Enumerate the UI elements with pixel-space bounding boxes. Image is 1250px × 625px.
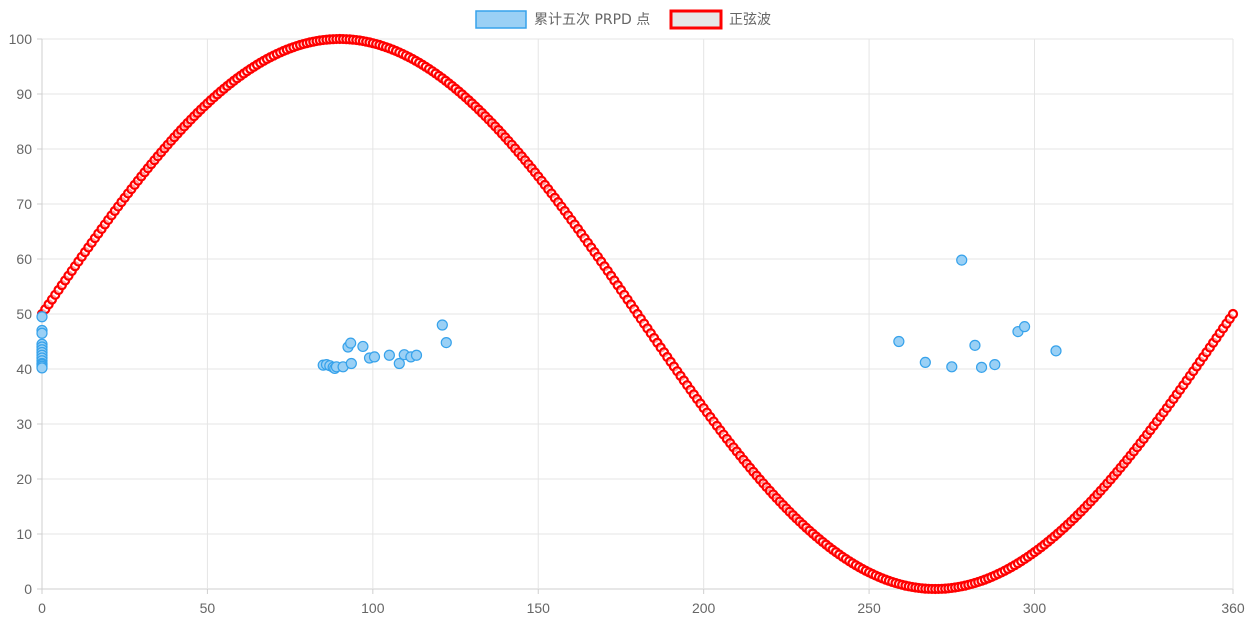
prpd-point: [345, 337, 357, 349]
legend-label-prpd: 累计五次 PRPD 点: [534, 12, 650, 28]
prpd-point: [440, 337, 452, 349]
legend-label-sine: 正弦波: [729, 12, 771, 28]
x-tick-label: 200: [692, 600, 716, 616]
y-tick-label: 60: [16, 251, 32, 267]
sine-point: [1227, 308, 1239, 320]
prpd-point: [345, 357, 357, 370]
y-tick-label: 20: [16, 471, 32, 487]
x-tick-label: 150: [527, 600, 551, 616]
prpd-point: [357, 340, 369, 353]
x-tick-label: 300: [1023, 600, 1047, 616]
prpd-point: [36, 311, 48, 323]
prpd-point: [36, 327, 48, 339]
legend-swatch-prpd: [475, 10, 527, 29]
prpd-point: [1050, 345, 1062, 357]
x-tick-label: 250: [857, 600, 881, 616]
prpd-point: [393, 357, 405, 370]
y-tick-label: 30: [16, 416, 32, 432]
prpd-point: [919, 356, 931, 368]
x-tick-label: 100: [361, 600, 385, 616]
x-tick-label: 360: [1221, 600, 1245, 616]
legend-swatch-sine: [669, 9, 723, 30]
series-sine-wave: [36, 33, 1239, 595]
legend-item-sine[interactable]: 正弦波: [669, 9, 771, 30]
y-tick-label: 50: [16, 306, 32, 322]
y-tick-label: 0: [24, 581, 32, 597]
legend: 累计五次 PRPD 点 正弦波: [475, 9, 771, 30]
y-tick-label: 100: [9, 31, 33, 47]
prpd-point: [36, 362, 48, 374]
y-tick-label: 80: [16, 141, 32, 157]
prpd-point: [969, 339, 981, 351]
prpd-point: [989, 359, 1001, 371]
y-tick-label: 10: [16, 526, 32, 542]
prpd-point: [956, 254, 968, 266]
prpd-point: [436, 319, 448, 331]
legend-item-prpd[interactable]: 累计五次 PRPD 点: [475, 10, 650, 29]
prpd-point: [1018, 321, 1031, 333]
prpd-point: [893, 335, 905, 348]
prpd-point: [383, 349, 395, 361]
y-tick-label: 70: [16, 196, 32, 212]
x-tick-label: 50: [200, 600, 216, 616]
prpd-point: [975, 361, 988, 373]
y-tick-label: 90: [16, 86, 32, 102]
prpd-point: [368, 351, 381, 363]
prpd-point: [946, 361, 958, 373]
axes: 0 10 20 30 40 50 60 70 80 90 100 0 50 100 150 200 250 300…: [9, 31, 1245, 616]
x-tick-label: 0: [38, 600, 46, 616]
prpd-point: [410, 349, 423, 361]
series-prpd-points: [36, 254, 1062, 375]
y-tick-label: 40: [16, 361, 32, 377]
